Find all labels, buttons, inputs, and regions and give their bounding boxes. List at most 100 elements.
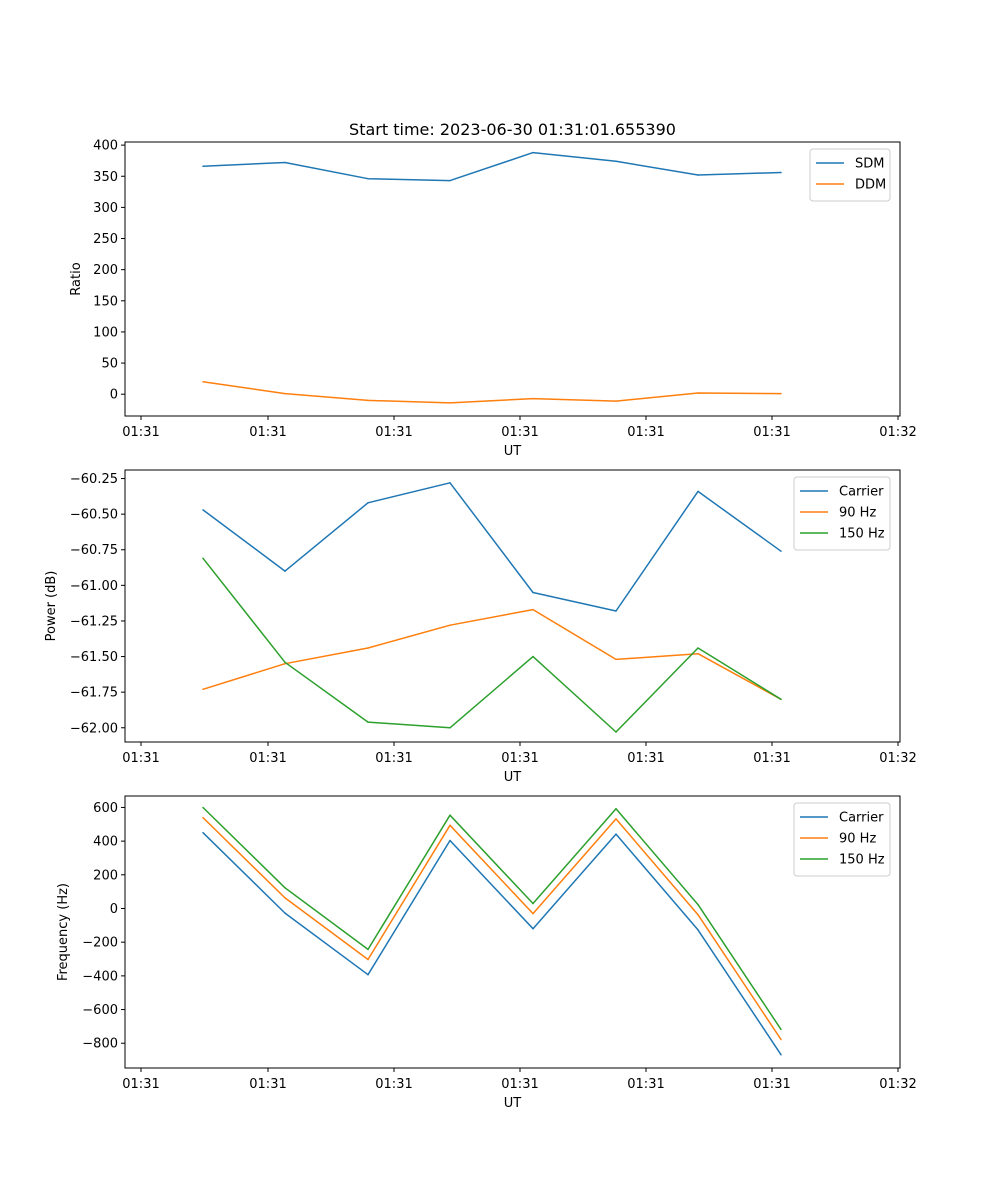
- data-point: [449, 624, 451, 626]
- plot-frame: [124, 469, 901, 743]
- data-point: [615, 400, 617, 402]
- chart-title: Start time: 2023-06-30 01:31:01.655390: [349, 120, 676, 139]
- data-point: [697, 392, 699, 394]
- y-tick-label: −60.50: [70, 508, 118, 523]
- legend: Carrier 90 Hz 150 Hz: [793, 476, 891, 551]
- y-tick-label: −200: [82, 936, 118, 951]
- x-tick-label: 01:31: [627, 751, 664, 766]
- series-line-carrier: [202, 832, 782, 1056]
- x-tick-label: 01:31: [375, 1077, 412, 1092]
- data-point: [449, 814, 451, 816]
- series-line-150-hz: [202, 806, 782, 1030]
- data-point: [697, 174, 699, 176]
- data-point: [202, 165, 204, 168]
- data-point: [284, 161, 286, 164]
- data-point: [367, 647, 369, 649]
- data-point: [532, 608, 534, 611]
- x-tick-label: 01:31: [627, 1077, 664, 1092]
- legend: Carrier 90 Hz 150 Hz: [793, 802, 891, 877]
- y-tick-label: 400: [93, 835, 118, 850]
- data-point: [532, 591, 534, 594]
- x-tick-label: 01:31: [122, 1077, 159, 1092]
- legend-label: DDM: [855, 178, 886, 193]
- x-tick-label: 01:31: [122, 425, 159, 440]
- data-point: [697, 903, 699, 906]
- legend-label: 90 Hz: [839, 832, 876, 847]
- data-point: [202, 509, 204, 511]
- data-point: [780, 1053, 782, 1056]
- legend-box: [809, 148, 891, 202]
- data-point: [780, 1038, 782, 1041]
- chart-panel-2: 01:31 01:31 01:31 01:31 01:31 01:31 01:32 UT −60…: [44, 469, 917, 785]
- x-tick-label: 01:31: [501, 751, 538, 766]
- data-point: [780, 1028, 782, 1031]
- x-axis-label: UT: [504, 1096, 522, 1111]
- legend-box: [793, 476, 891, 551]
- data-point: [284, 570, 286, 572]
- data-point: [449, 839, 451, 842]
- y-tick-label: 0: [110, 388, 118, 403]
- data-point: [780, 171, 782, 174]
- y-tick-label: −61.75: [70, 686, 118, 701]
- legend: SDM DDM: [809, 148, 891, 202]
- data-point: [532, 902, 534, 905]
- data-point: [202, 831, 204, 834]
- data-point: [202, 806, 204, 809]
- legend-label: 150 Hz: [839, 527, 885, 542]
- data-point: [697, 490, 699, 493]
- series-line-carrier: [202, 482, 782, 612]
- y-tick-label: 50: [101, 357, 118, 372]
- x-tick-label: 01:31: [375, 751, 412, 766]
- y-tick-label: 250: [93, 232, 118, 247]
- y-tick-label: −61.00: [70, 579, 118, 594]
- y-tick-label: 200: [93, 868, 118, 883]
- data-point: [449, 402, 451, 404]
- x-tick-label: 01:31: [753, 425, 790, 440]
- series-line-90-hz: [202, 608, 782, 700]
- data-point: [284, 912, 286, 914]
- data-point: [697, 913, 699, 916]
- x-tick-label: 01:32: [879, 751, 916, 766]
- data-point: [780, 698, 782, 701]
- data-point: [532, 655, 534, 658]
- data-point: [202, 688, 204, 691]
- x-tick-label: 01:32: [879, 425, 916, 440]
- data-point: [532, 927, 534, 930]
- x-tick-label: 01:31: [753, 1077, 790, 1092]
- data-point: [615, 818, 617, 820]
- data-point: [367, 973, 369, 976]
- x-tick-label: 01:31: [501, 1077, 538, 1092]
- data-point: [367, 502, 369, 504]
- x-axis-label: UT: [504, 444, 522, 459]
- y-tick-label: −62.00: [70, 721, 118, 736]
- plot-frame: [124, 795, 901, 1069]
- legend-label: Carrier: [839, 811, 884, 826]
- x-tick-label: 01:31: [122, 751, 159, 766]
- x-tick-label: 01:31: [249, 1077, 286, 1092]
- x-axis-label: UT: [504, 770, 522, 785]
- x-tick-label: 01:31: [249, 751, 286, 766]
- data-point: [532, 151, 534, 154]
- data-point: [532, 912, 534, 915]
- legend-box: [793, 802, 891, 877]
- y-tick-label: −800: [82, 1037, 118, 1052]
- series-line-150-hz: [202, 557, 782, 733]
- data-point: [449, 824, 451, 827]
- data-point: [615, 833, 617, 835]
- x-tick-label: 01:31: [375, 425, 412, 440]
- y-axis-label: Power (dB): [44, 571, 59, 642]
- data-point: [202, 557, 204, 560]
- plot-frame: [124, 141, 901, 417]
- data-point: [284, 661, 286, 664]
- data-point: [780, 392, 782, 395]
- data-point: [697, 929, 699, 931]
- y-tick-label: 200: [93, 263, 118, 278]
- x-tick-label: 01:31: [753, 751, 790, 766]
- y-tick-label: 300: [93, 201, 118, 216]
- chart-panel-1: Start time: 2023-06-30 01:31:01.655390 01…: [69, 120, 917, 459]
- y-tick-label: 600: [93, 801, 118, 816]
- y-tick-label: −60.75: [70, 543, 118, 558]
- legend-label: Carrier: [839, 485, 884, 500]
- y-tick-label: −60.25: [70, 472, 118, 487]
